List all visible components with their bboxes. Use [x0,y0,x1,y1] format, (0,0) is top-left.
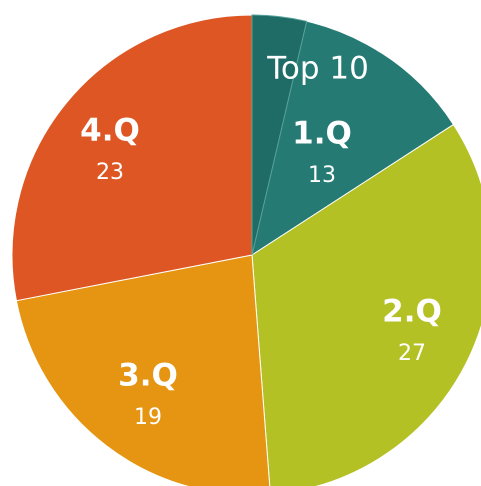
pie-slice [251,123,481,486]
highlight-label: Top 10 [266,51,369,87]
slice-value: 23 [96,160,124,185]
slice-label: 3.Q [118,358,178,394]
pie-slice [15,254,271,486]
slice-value: 13 [308,163,336,188]
slice-label: 1.Q [292,116,352,152]
slice-label: 2.Q [382,294,442,330]
highlight-slice [251,14,308,256]
slice-value: 19 [134,405,162,430]
pie-slice [11,14,253,302]
slice-value: 27 [398,341,426,366]
slice-label: 4.Q [80,113,140,149]
